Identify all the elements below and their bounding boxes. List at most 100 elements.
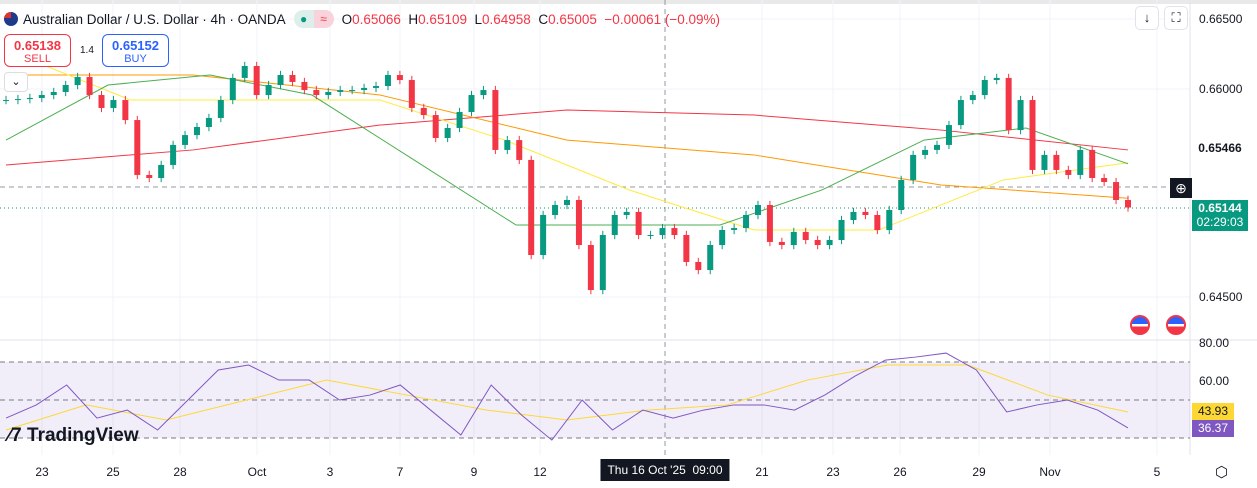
x-axis-label: 21 xyxy=(755,465,769,479)
add-alert-icon[interactable]: ⊕ xyxy=(1170,178,1192,198)
candle-body xyxy=(766,204,773,242)
candle-body xyxy=(528,159,535,256)
tradingview-logo: ⁄7 TradingView xyxy=(8,425,139,446)
candle-body xyxy=(146,174,153,179)
candle-body xyxy=(110,100,117,108)
candle-body xyxy=(981,80,988,96)
candle-body xyxy=(158,164,165,179)
ma-green-tag: 0.65458 xyxy=(1198,158,1242,172)
candle-body xyxy=(361,87,368,91)
candle-body xyxy=(957,100,964,126)
candle-body xyxy=(265,85,272,96)
candle-body xyxy=(695,261,702,271)
candle-body xyxy=(38,95,45,98)
market-open-icon: ● xyxy=(293,10,314,28)
arrow-down-icon[interactable]: ↓ xyxy=(1135,6,1159,30)
candle-body xyxy=(599,235,606,291)
candle-body xyxy=(707,245,714,271)
candle-body xyxy=(540,214,547,256)
candle-body xyxy=(1017,100,1024,131)
price-axis-label: 0.64500 xyxy=(1199,290,1243,304)
candle-body xyxy=(182,135,189,145)
candle-body xyxy=(647,235,654,237)
x-axis-label: 5 xyxy=(1153,465,1161,479)
candle-body xyxy=(993,77,1000,81)
candle-body xyxy=(850,211,857,220)
candle-body xyxy=(862,211,869,215)
candle-body xyxy=(659,228,666,236)
price-axis-label: 0.66500 xyxy=(1199,12,1243,26)
candle-body xyxy=(456,111,463,128)
candle-body xyxy=(969,95,976,101)
candle-body xyxy=(396,75,403,81)
ma-red-tag: 0.65558 xyxy=(1198,124,1242,138)
rsi-ma-tag: 43.93 xyxy=(1192,403,1234,420)
candle-body xyxy=(1077,149,1084,175)
candle-body xyxy=(277,75,284,86)
candle-body xyxy=(289,75,296,82)
candle-body xyxy=(325,91,332,96)
candle-body xyxy=(62,85,69,92)
x-axis-label: Oct xyxy=(247,465,267,479)
symbol-title[interactable]: Australian Dollar / U.S. Dollar · 4h · O… xyxy=(23,11,286,27)
candle-body xyxy=(313,90,320,96)
fullscreen-icon[interactable]: ⛶ xyxy=(1164,6,1188,30)
candle-body xyxy=(754,204,761,215)
candle-body xyxy=(719,230,726,246)
x-axis-label: Nov xyxy=(1039,465,1061,479)
us-event-icon[interactable] xyxy=(1166,315,1186,335)
candle-body xyxy=(408,80,415,108)
candle-body xyxy=(193,127,200,136)
candle-body xyxy=(575,199,582,246)
rsi-line xyxy=(5,352,1129,441)
candle-body xyxy=(623,211,630,215)
candle-body xyxy=(74,76,81,86)
top-border xyxy=(0,0,1257,4)
candle-body xyxy=(564,199,570,205)
candle-body xyxy=(826,240,833,246)
candle-body xyxy=(635,211,642,236)
candle-body xyxy=(432,115,439,138)
symbol-legend: Australian Dollar / U.S. Dollar · 4h · O… xyxy=(4,10,720,28)
candle-body xyxy=(241,65,248,78)
candle-body xyxy=(898,179,905,210)
moving-average-line xyxy=(5,49,1129,231)
moving-average-line xyxy=(5,74,1129,226)
candle-body xyxy=(86,76,93,96)
price-axis-label: 0.66000 xyxy=(1199,82,1243,96)
candle-body xyxy=(683,235,690,262)
candle-body xyxy=(170,144,177,165)
candle-body xyxy=(373,85,380,88)
candle-body xyxy=(3,100,9,102)
candle-body xyxy=(778,241,785,246)
candle-body xyxy=(1041,154,1048,170)
x-axis-label: 28 xyxy=(173,465,187,479)
candle-body xyxy=(1005,77,1012,131)
candle-body xyxy=(516,140,523,160)
moving-average-line xyxy=(5,109,1129,166)
aud-usd-flag-icon xyxy=(4,12,18,26)
x-axis-label: 9 xyxy=(470,465,478,479)
candle-body xyxy=(134,120,141,175)
candle-body xyxy=(945,125,952,145)
settings-icon[interactable]: ⬡ xyxy=(1215,464,1229,481)
us-event-icon[interactable] xyxy=(1130,315,1150,335)
candle-body xyxy=(886,209,893,231)
x-axis-label: 7 xyxy=(396,465,404,479)
candle-body xyxy=(444,127,451,138)
candle-body xyxy=(14,99,21,101)
candle-body xyxy=(814,240,821,246)
candle-body xyxy=(420,107,427,116)
moving-average-line xyxy=(6,74,1129,199)
candle-body xyxy=(26,97,33,100)
candle-body xyxy=(838,219,845,241)
candle-body xyxy=(802,231,809,241)
chevron-down-icon[interactable]: ⌄ xyxy=(4,72,28,92)
x-axis-label: 3 xyxy=(326,465,334,479)
last-price-tag: 0.65144 02:29:03 xyxy=(1192,200,1248,231)
sell-button[interactable]: 0.65138 SELL xyxy=(4,34,71,67)
buy-button[interactable]: 0.65152 BUY xyxy=(102,34,169,67)
candle-body xyxy=(50,91,57,96)
candle-body xyxy=(98,95,105,108)
